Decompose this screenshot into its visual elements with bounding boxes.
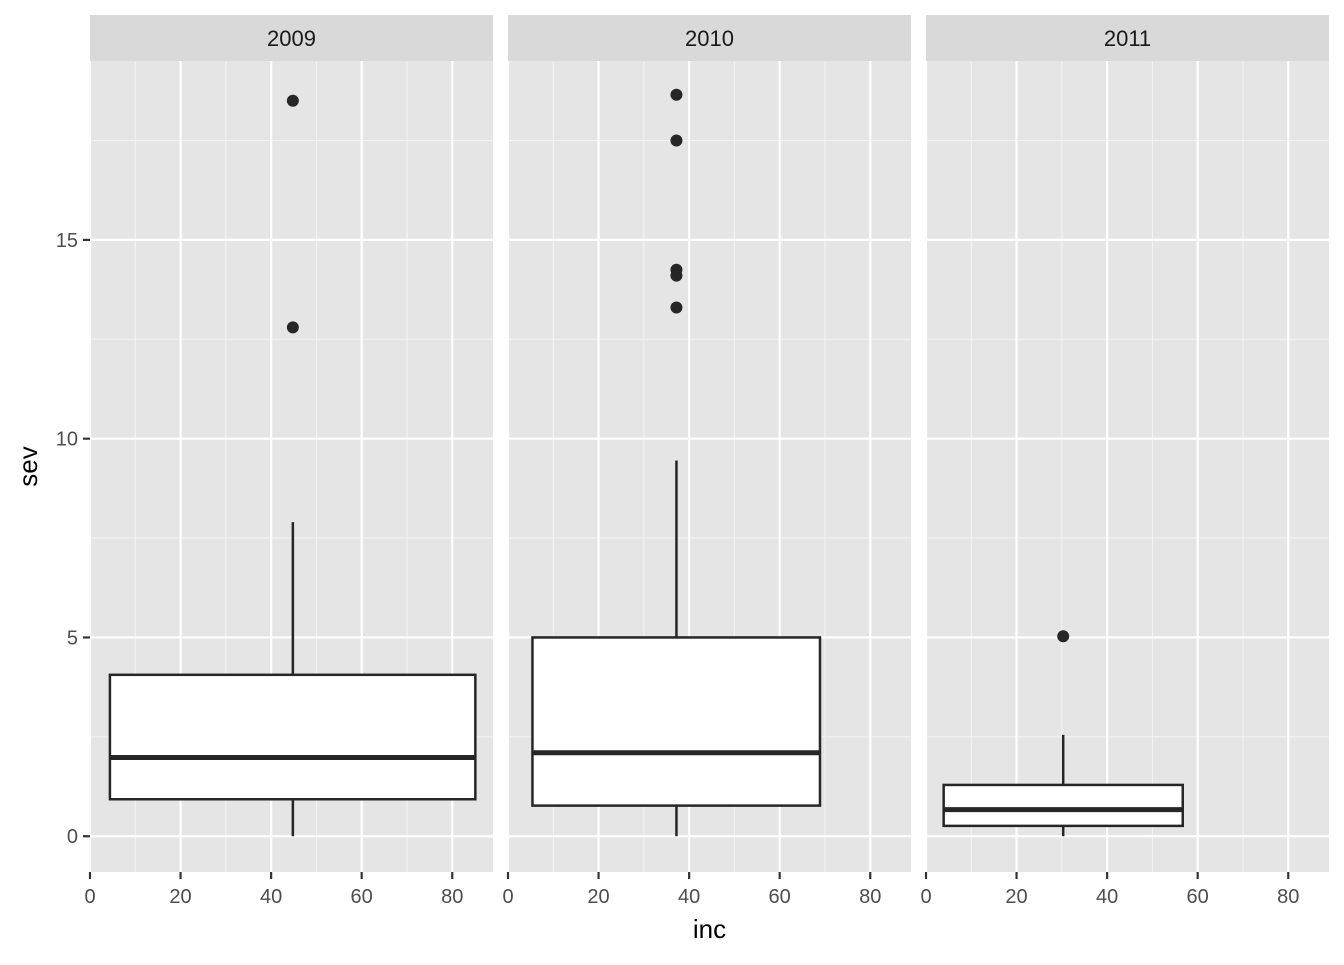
facet-label-2010: 2010 (685, 26, 734, 51)
y-tick-label: 0 (67, 826, 78, 848)
panel-2010-box (531, 636, 822, 807)
facet-label-2009: 2009 (267, 26, 316, 51)
panel-2009-outlier-point (286, 321, 299, 334)
panel-2011-x-tick-label: 80 (1277, 886, 1299, 908)
panel-2011-strip (926, 15, 1329, 61)
y-tick-label: 15 (56, 230, 78, 252)
panel-2011-x-tick-label: 20 (1005, 886, 1027, 908)
panel-2011-x-tick-label: 60 (1187, 886, 1209, 908)
panel-2010-outlier-point (670, 88, 683, 101)
panel-2010-x-tick-label: 60 (769, 886, 791, 908)
x-axis-title: inc (693, 914, 726, 944)
panel-2009-x-tick-label: 40 (260, 886, 282, 908)
panel-2010-outlier-point (670, 134, 683, 147)
panel-2010-x-tick-label: 80 (859, 886, 881, 908)
panel-2009-x-tick-label: 80 (441, 886, 463, 908)
panel-2009-outlier-point (286, 94, 299, 107)
panel-2010-x-tick-label: 40 (678, 886, 700, 908)
panel-2011-x-tick-label: 0 (920, 886, 931, 908)
panel-2010-x-tick-label: 0 (502, 886, 513, 908)
panel-2009-x-tick-label: 0 (84, 886, 95, 908)
panel-2009-box (108, 673, 477, 801)
panel-2009-strip (90, 15, 493, 61)
panel-2011-box (942, 783, 1184, 828)
y-axis-title: sev (13, 446, 43, 486)
panel-2009-x-tick-label: 20 (169, 886, 191, 908)
panel-2010-outlier-point (670, 301, 683, 314)
panel-2011-x-tick-label: 40 (1096, 886, 1118, 908)
y-tick-label: 5 (67, 627, 78, 649)
facet-label-2011: 2011 (1104, 26, 1151, 51)
panel-2011-outlier-point (1057, 630, 1070, 643)
panel-2011-background (926, 61, 1329, 872)
panel-2010-outlier-point (670, 263, 683, 276)
panel-2009-x-tick-label: 60 (351, 886, 373, 908)
panel-2010-strip (508, 15, 911, 61)
panel-2010-x-tick-label: 20 (587, 886, 609, 908)
y-tick-label: 10 (56, 429, 78, 451)
